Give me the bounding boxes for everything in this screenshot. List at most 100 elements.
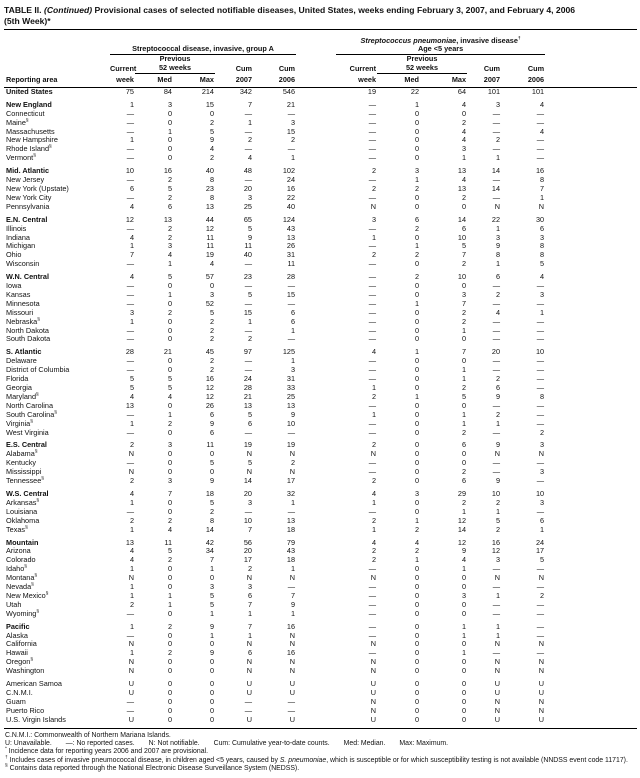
area-row: New Mexico§ 1 1 5 6 7 — 0 3 1 2 xyxy=(4,590,637,601)
value-cell: N xyxy=(289,666,296,676)
value-cell: 1 xyxy=(461,506,467,516)
value-cell: 7 xyxy=(290,590,296,600)
value-cell: 101 xyxy=(531,86,545,96)
value-cell: 19 xyxy=(286,440,296,450)
value-cell: — xyxy=(126,192,134,202)
value-cell: 0 xyxy=(461,458,467,468)
value-cell: 26 xyxy=(205,400,214,410)
value-cell: — xyxy=(244,298,252,308)
value-cell: U xyxy=(370,688,377,697)
value-cell: — xyxy=(536,383,545,392)
column-gap xyxy=(296,707,336,716)
column-gap xyxy=(296,450,336,459)
value-cell: — xyxy=(244,144,252,154)
value-cell: — xyxy=(368,599,377,609)
value-cell: 9 xyxy=(495,241,501,251)
value-cell: — xyxy=(492,427,501,437)
row-trailer xyxy=(545,357,637,366)
value-cell: 5 xyxy=(247,409,252,419)
col-header-reporting-area: Reporting area xyxy=(4,30,110,88)
value-cell: 4 xyxy=(129,391,134,401)
value-cell: — xyxy=(368,582,377,592)
value-cell: — xyxy=(368,648,377,658)
column-gap xyxy=(296,97,336,110)
value-cell: — xyxy=(536,564,545,574)
value-cell: 0 xyxy=(414,639,420,649)
value-cell: 0 xyxy=(209,666,214,676)
value-cell: N xyxy=(289,573,296,583)
value-cell: 1 xyxy=(495,153,501,163)
value-cell: 0 xyxy=(414,365,420,375)
reporting-area-label: Iowa xyxy=(6,281,22,291)
value-cell: 13 xyxy=(286,232,296,242)
value-cell: 0 xyxy=(167,630,172,640)
value-cell: 44 xyxy=(205,214,214,224)
value-cell: 1 xyxy=(414,99,420,109)
value-cell: 4 xyxy=(209,259,214,269)
value-cell: 4 xyxy=(129,488,134,498)
value-cell: 43 xyxy=(286,223,296,233)
value-cell: 10 xyxy=(491,488,501,498)
value-cell: 4 xyxy=(129,555,134,565)
value-cell: 5 xyxy=(461,391,467,401)
value-cell: 2 xyxy=(371,391,377,401)
value-cell: 0 xyxy=(461,201,467,211)
value-cell: 0 xyxy=(461,696,467,706)
value-cell: 2 xyxy=(461,497,467,507)
value-cell: 11 xyxy=(164,537,172,547)
reporting-area-label: Massachusetts xyxy=(6,126,55,136)
value-cell: 20 xyxy=(243,546,252,556)
value-cell: 3 xyxy=(414,166,420,176)
value-cell: — xyxy=(244,356,252,366)
value-cell: 14 xyxy=(491,166,501,176)
value-cell: 7 xyxy=(209,555,214,565)
value-cell: 2 xyxy=(209,365,214,375)
value-cell: 0 xyxy=(414,325,420,335)
col-subheader-med-a: Med xyxy=(135,73,173,88)
value-cell: 15 xyxy=(205,99,214,109)
area-row: Hawaii 1 2 9 6 16—0 1— — xyxy=(4,648,637,658)
value-cell: 1 xyxy=(461,648,467,658)
value-cell: — xyxy=(536,108,545,118)
area-row: Wyoming§ — 0 1 1 1 — 0 0 — — xyxy=(4,608,637,619)
value-cell: — xyxy=(492,608,501,618)
row-trailer xyxy=(545,698,637,707)
value-cell: 0 xyxy=(414,590,420,600)
value-cell: 3 xyxy=(209,582,214,592)
value-cell: — xyxy=(244,427,252,437)
value-cell: 9 xyxy=(247,232,252,242)
value-cell: 5 xyxy=(540,555,545,565)
value-cell: 4 xyxy=(540,99,545,109)
value-cell: 1 xyxy=(414,175,420,185)
row-trailer xyxy=(545,384,637,393)
reporting-area-label: Puerto Rico xyxy=(6,705,45,715)
col-header-current-p: Current xyxy=(349,63,377,73)
value-cell: 0 xyxy=(461,281,467,291)
table-header: Reporting area Streptococcal disease, in… xyxy=(4,30,638,88)
value-cell: 1 xyxy=(371,232,377,242)
value-cell: — xyxy=(368,126,377,136)
value-cell: — xyxy=(368,630,377,640)
reporting-area-label: C.N.M.I. xyxy=(6,688,33,697)
value-cell: 4 xyxy=(461,99,467,109)
value-cell: 3 xyxy=(371,214,377,224)
area-row: Vermont§ — 0 2 4 1 — 0 1 1 — xyxy=(4,153,637,163)
reporting-area-label: Tennessee§ xyxy=(6,476,44,486)
value-cell: 0 xyxy=(209,449,214,459)
value-cell: 22 xyxy=(410,86,420,96)
value-cell: 2 xyxy=(209,506,214,516)
value-cell: 1 xyxy=(461,409,467,419)
row-trailer xyxy=(545,154,637,163)
value-cell: — xyxy=(492,126,501,136)
value-cell: 1 xyxy=(290,608,296,618)
row-trailer xyxy=(545,459,637,468)
value-cell: 0 xyxy=(414,440,420,450)
title-continued: (Continued) xyxy=(43,5,93,15)
value-cell: 4 xyxy=(129,272,134,282)
value-cell: 12 xyxy=(125,214,134,224)
value-cell: U xyxy=(289,679,296,689)
column-gap xyxy=(296,176,336,185)
value-cell: 0 xyxy=(209,714,214,724)
value-cell: 21 xyxy=(163,347,172,357)
value-cell: 12 xyxy=(457,515,467,525)
